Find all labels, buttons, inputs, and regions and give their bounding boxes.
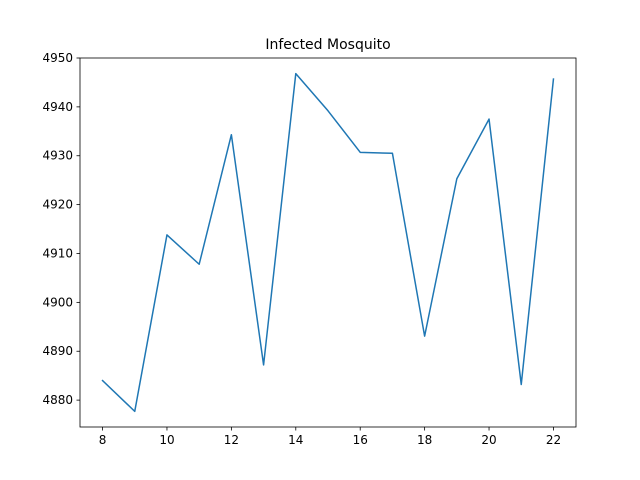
y-tick-label: 4940 [42,100,73,114]
x-tick-label: 22 [546,433,561,447]
x-tick-label: 12 [224,433,239,447]
axes-frame [79,57,577,428]
x-tick-label: 20 [481,433,496,447]
y-tick-label: 4890 [42,344,73,358]
y-tick-label: 4930 [42,149,73,163]
y-tick-label: 4920 [42,198,73,212]
y-tick-label: 4900 [42,295,73,309]
axes: 8 10 12 14 16 18 20 22 4880 4890 4900 4910 4920 4930 4… [42,51,577,447]
y-tick-label: 4910 [42,246,73,260]
y-tick-label: 4880 [42,393,73,407]
x-tick-label: 16 [353,433,368,447]
x-tick-label: 8 [99,433,107,447]
series-layer [101,72,555,413]
y-tick-label: 4950 [42,51,73,65]
series-line-0 [101,72,555,413]
x-tick-label: 10 [159,433,174,447]
x-tick-label: 14 [288,433,303,447]
x-tick-label: 18 [417,433,432,447]
chart-title: Infected Mosquito [265,37,390,53]
